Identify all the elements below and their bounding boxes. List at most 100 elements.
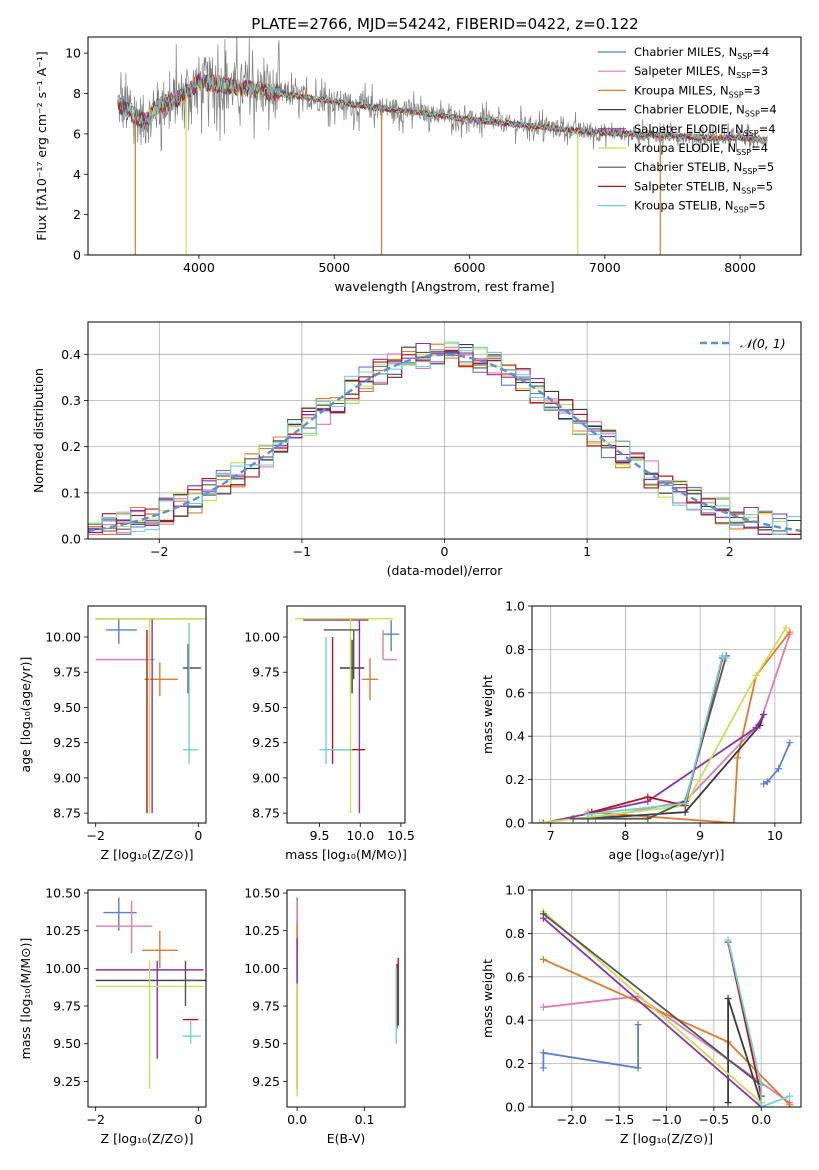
weight-marker <box>724 995 732 1002</box>
x-tick-label: 10.0 <box>346 828 374 843</box>
y-tick-label: 9.75 <box>53 999 81 1014</box>
panel-age-vs-mass: 9.5 10.0 10.5 8.75 9.00 9.25 9.50 9.75 10.00 mass… <box>244 605 415 862</box>
weight-line <box>542 913 762 1087</box>
weight-marker <box>539 1003 547 1011</box>
y-tick-label: 1.0 <box>505 883 525 898</box>
weight-line <box>542 1024 639 1069</box>
weight-marker <box>539 819 547 823</box>
plot-area <box>95 617 206 814</box>
plot-area <box>295 617 400 814</box>
y-tick-label: 9.00 <box>252 770 280 785</box>
model-spectrum-line <box>117 73 768 143</box>
y-tick-label: 0.4 <box>505 729 525 744</box>
y-axis-label: Normed distribution <box>31 368 46 493</box>
axes-frame <box>87 36 802 256</box>
weight-marker <box>644 793 652 801</box>
y-tick-label: 0.4 <box>61 347 81 362</box>
data-point <box>182 644 201 694</box>
y-tick-label: 8.75 <box>53 806 81 821</box>
y-tick-label: 8 <box>73 86 81 101</box>
residual-histogram <box>88 346 801 535</box>
weight-marker <box>539 1049 547 1057</box>
weight-marker <box>757 1103 765 1107</box>
x-tick-label: −1.5 <box>604 1112 634 1127</box>
data-point <box>382 629 397 661</box>
y-tick-label: 0 <box>73 248 81 263</box>
x-tick-label: 6000 <box>454 260 486 275</box>
x-tick-label: 10.5 <box>387 828 415 843</box>
panel-mass-vs-extinction: 0.0 0.1 9.25 9.50 9.75 10.00 10.25 10.50 E(B-V) <box>244 886 406 1146</box>
legend-label: Salpeter STELIB, NSSP=5 <box>634 179 773 195</box>
y-tick-label: 0.1 <box>61 485 81 500</box>
x-axis-label: Z [log₁₀(Z/Z⊙)] <box>620 1131 713 1146</box>
axes-frame <box>531 889 802 1108</box>
weight-marker <box>719 652 727 660</box>
x-tick-label: −0.5 <box>699 1112 729 1127</box>
y-axis-label: mass [log₁₀(M/M⊙)] <box>18 938 33 1060</box>
data-point <box>323 629 361 680</box>
data-point <box>339 639 365 694</box>
weight-marker <box>681 808 689 816</box>
weight-marker <box>634 1064 642 1072</box>
legend-label: Kroupa ELODIE, NSSP=4 <box>634 141 768 157</box>
y-tick-label: 0.2 <box>61 439 81 454</box>
y-tick-label: 0.0 <box>61 532 81 547</box>
weight-line <box>587 714 765 820</box>
model-spectrum-line <box>117 74 768 144</box>
x-tick-label: 2 <box>726 544 734 559</box>
figure-title: PLATE=2766, MJD=54242, FIBERID=0422, z=0… <box>251 15 638 33</box>
weight-line <box>542 917 762 1107</box>
data-point <box>331 637 366 764</box>
y-tick-label: 9.50 <box>53 700 81 715</box>
y-tick-label: 9.25 <box>252 735 280 750</box>
axes-frame <box>286 605 406 824</box>
x-tick-label: 0.1 <box>355 1112 375 1127</box>
plot-area <box>539 908 794 1107</box>
data-point <box>182 960 199 1007</box>
weight-marker <box>733 754 741 762</box>
y-tick-label: 9.75 <box>53 665 81 680</box>
panel-spectrum: 4000 5000 6000 7000 8000 0 2 4 6 8 10 wavelength [A… <box>34 36 802 294</box>
x-axis-label: (data-model)/error <box>387 563 504 578</box>
y-tick-label: 1.0 <box>505 599 525 614</box>
data-point <box>95 900 153 954</box>
y-tick-label: 9.00 <box>53 770 81 785</box>
data-point <box>105 618 137 645</box>
y-tick-label: 0.4 <box>505 1013 525 1028</box>
x-tick-label: 0 <box>194 1112 202 1127</box>
panel-residuals: −2 −1 0 1 2 0.0 0.1 0.2 0.3 0.4 (data-model)/error… <box>31 321 802 578</box>
y-tick-label: 0.8 <box>505 926 525 941</box>
legend-label: Chabrier STELIB, NSSP=5 <box>634 160 774 176</box>
x-tick-label: 0 <box>194 828 202 843</box>
x-axis-label: Z [log₁₀(Z/Z⊙)] <box>101 1131 194 1146</box>
axes-frame <box>531 605 802 824</box>
x-tick-label: 7 <box>547 828 555 843</box>
panel-weight-vs-metallicity: −2.0 −1.5 −1.0 −0.5 0.0 0.0 0.2 0.4 0.6 0.8 1.0 Z [… <box>480 883 802 1146</box>
legend-label: 𝒩(0, 1) <box>740 336 786 351</box>
y-tick-label: 10.50 <box>244 886 280 901</box>
residual-histogram <box>88 341 801 535</box>
data-point <box>295 617 393 814</box>
y-tick-label: 4 <box>73 167 81 182</box>
y-tick-label: 8.75 <box>252 806 280 821</box>
x-tick-label: 0.0 <box>751 1112 771 1127</box>
gaussian-curve <box>88 353 801 533</box>
x-axis-label: wavelength [Angstrom, rest frame] <box>334 279 554 294</box>
weight-marker <box>752 724 760 732</box>
x-tick-label: −1 <box>293 544 311 559</box>
panel-weight-vs-age: 7 8 9 10 0.0 0.2 0.4 0.6 0.8 1.0 age [log₁₀(age/yr… <box>480 599 802 862</box>
x-tick-label: 5000 <box>318 260 350 275</box>
y-tick-label: 10.00 <box>45 961 81 976</box>
y-tick-label: 9.75 <box>252 999 280 1014</box>
weight-marker <box>539 955 547 963</box>
legend-label: Salpeter MILES, NSSP=3 <box>634 64 768 80</box>
data-point <box>319 637 353 764</box>
legend: Chabrier MILES, NSSP=4 Salpeter MILES, NS… <box>598 45 777 215</box>
data-point <box>182 1021 201 1044</box>
x-axis-label: age [log₁₀(age/yr)] <box>609 847 725 862</box>
weight-marker <box>786 1092 794 1100</box>
weight-marker <box>539 910 547 918</box>
plot-area <box>535 624 794 823</box>
weight-marker <box>535 819 543 823</box>
weight-line <box>763 742 791 785</box>
